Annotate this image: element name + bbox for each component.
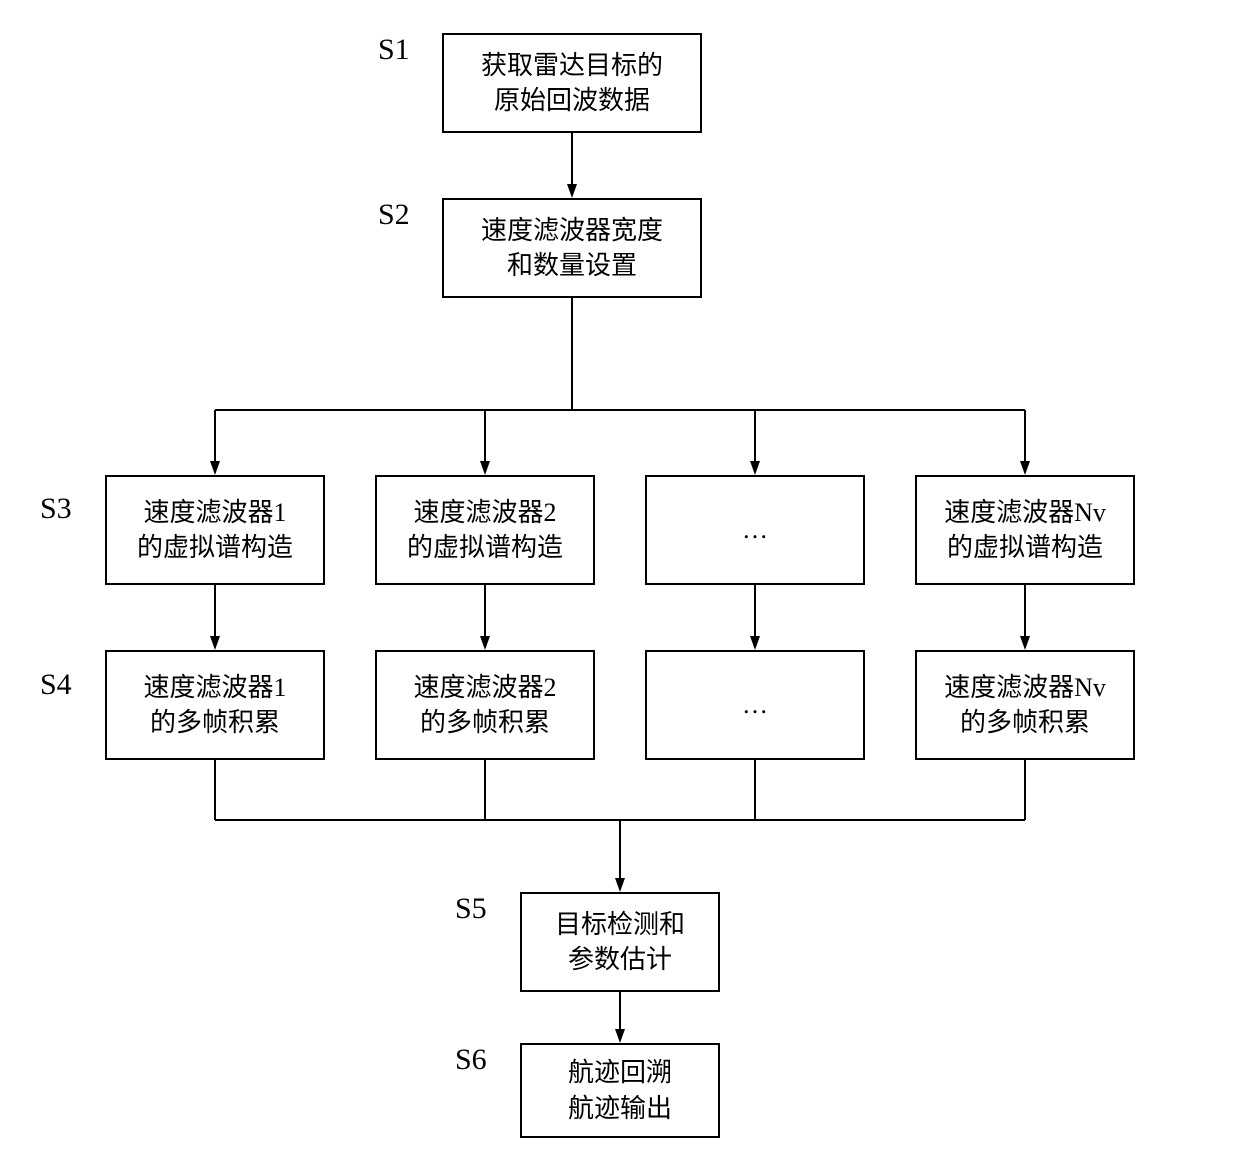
box-s4-1: 速度滤波器1 的多帧积累 [105, 650, 325, 760]
box-line2: 航迹输出 [568, 1091, 672, 1126]
box-s3-n: 速度滤波器Nv 的虚拟谱构造 [915, 475, 1135, 585]
box-line2: 的多帧积累 [413, 705, 556, 740]
box-line2: 的虚拟谱构造 [137, 530, 293, 565]
box-line1: 航迹回溯 [568, 1055, 672, 1090]
box-s4-2: 速度滤波器2 的多帧积累 [375, 650, 595, 760]
box-line2: 的虚拟谱构造 [407, 530, 563, 565]
step-label-text: S3 [40, 492, 72, 525]
box-s2: 速度滤波器宽度 和数量设置 [442, 198, 702, 298]
box-line1: 速度滤波器2 [413, 670, 556, 705]
box-s3-1: 速度滤波器1 的虚拟谱构造 [105, 475, 325, 585]
connector-overlay [0, 0, 1240, 1175]
box-s4-n: 速度滤波器Nv 的多帧积累 [915, 650, 1135, 760]
step-label-text: S6 [455, 1043, 487, 1076]
box-s3-dots: … [645, 475, 865, 585]
box-line1: 速度滤波器1 [137, 495, 293, 530]
box-s3-2: 速度滤波器2 的虚拟谱构造 [375, 475, 595, 585]
step-label-s3: S3 [40, 492, 72, 526]
box-line2: 的多帧积累 [143, 705, 286, 740]
box-text: … [742, 512, 768, 547]
box-line2: 原始回波数据 [481, 83, 663, 118]
step-label-text: S2 [378, 198, 410, 231]
step-label-s4: S4 [40, 668, 72, 702]
box-line1: 速度滤波器1 [143, 670, 286, 705]
step-label-text: S5 [455, 892, 487, 925]
box-line1: 速度滤波器Nv [944, 670, 1106, 705]
box-line1: 速度滤波器Nv [944, 495, 1106, 530]
step-label-s6: S6 [455, 1043, 487, 1077]
box-line2: 的虚拟谱构造 [944, 530, 1106, 565]
box-line2: 和数量设置 [481, 248, 663, 283]
box-line1: 速度滤波器宽度 [481, 213, 663, 248]
box-line2: 参数估计 [555, 942, 685, 977]
step-label-s1: S1 [378, 33, 410, 67]
box-s5: 目标检测和 参数估计 [520, 892, 720, 992]
box-text: … [742, 687, 768, 722]
box-s6: 航迹回溯 航迹输出 [520, 1043, 720, 1138]
box-line1: 目标检测和 [555, 907, 685, 942]
step-label-s5: S5 [455, 892, 487, 926]
box-s4-dots: … [645, 650, 865, 760]
box-line2: 的多帧积累 [944, 705, 1106, 740]
box-line1: 速度滤波器2 [407, 495, 563, 530]
step-label-text: S1 [378, 33, 410, 66]
box-s1: 获取雷达目标的 原始回波数据 [442, 33, 702, 133]
box-line1: 获取雷达目标的 [481, 48, 663, 83]
step-label-text: S4 [40, 668, 72, 701]
step-label-s2: S2 [378, 198, 410, 232]
